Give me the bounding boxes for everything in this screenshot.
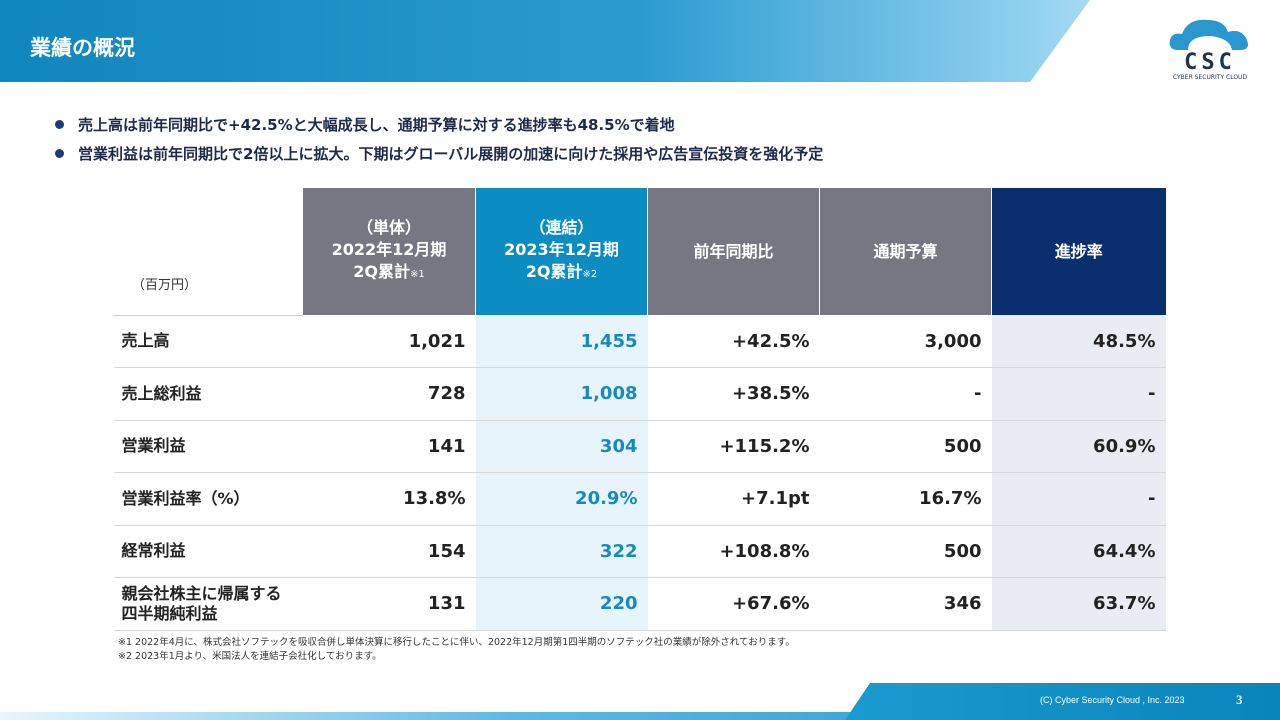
bullet-item: 売上高は前年同期比で+42.5%と大幅成長し、通期予算に対する進捗率も48.5%… <box>55 110 823 139</box>
footnote-2: ※2 2023年1月より、米国法人を連結子会社化しております。 <box>118 651 382 662</box>
header-2023: （連結） 2023年12月期 2Q累計※2 <box>475 188 648 315</box>
table-row: 営業利益率（%） 13.8% 20.9% +7.1pt 16.7% - <box>113 472 1166 526</box>
header-2022: （単体） 2022年12月期 2Q累計※1 <box>302 188 476 315</box>
cell-value: 346 <box>819 577 992 631</box>
cell-value: 60.9% <box>991 420 1166 473</box>
summary-bullets: 売上高は前年同期比で+42.5%と大幅成長し、通期予算に対する進捗率も48.5%… <box>55 110 823 168</box>
cell-value: 63.7% <box>991 577 1166 631</box>
row-label: 経常利益 <box>113 525 303 578</box>
cell-value: 20.9% <box>475 472 648 526</box>
header-progress: 進捗率 <box>991 188 1166 315</box>
header-yoy: 前年同期比 <box>647 188 820 315</box>
row-label: 売上総利益 <box>113 367 303 421</box>
bullet-item: 営業利益は前年同期比で2倍以上に拡大。下期はグローバル展開の加速に向けた採用や広… <box>55 139 823 168</box>
cell-value: 1,021 <box>302 315 476 368</box>
table-row: 営業利益 141 304 +115.2% 500 60.9% <box>113 420 1166 473</box>
cell-value: +67.6% <box>647 577 820 631</box>
copyright: (C) Cyber Security Cloud , Inc. 2023 <box>1040 695 1185 705</box>
cell-value: +42.5% <box>647 315 820 368</box>
cell-value: 64.4% <box>991 525 1166 578</box>
results-table: （百万円） （単体） 2022年12月期 2Q累計※1 （連結） 2023年12月期 2… <box>113 188 1166 631</box>
header-budget: 通期予算 <box>819 188 992 315</box>
cell-value: +38.5% <box>647 367 820 421</box>
table-row: 親会社株主に帰属する四半期純利益 131 220 +67.6% 346 63.7% <box>113 577 1166 631</box>
logo-subtitle: CYBER SECURITY CLOUD <box>1172 74 1248 81</box>
footnote-1: ※1 2022年4月に、株式会社ソフテックを吸収合併し単体決算に移行したことに伴… <box>118 637 795 648</box>
footer-stripe <box>0 712 1280 720</box>
cell-value: 322 <box>475 525 648 578</box>
page-title: 業績の概況 <box>30 36 135 60</box>
cell-value: 220 <box>475 577 648 631</box>
cell-value: 154 <box>302 525 476 578</box>
cell-value: 728 <box>302 367 476 421</box>
cell-value: - <box>819 367 992 421</box>
footer-box <box>845 683 1280 720</box>
unit-label: （百万円） <box>113 188 303 316</box>
cell-value: 304 <box>475 420 648 473</box>
row-label: 売上高 <box>113 315 303 368</box>
cell-value: 500 <box>819 525 992 578</box>
row-label: 営業利益率（%） <box>113 472 303 526</box>
cell-value: 1,008 <box>475 367 648 421</box>
logo-text: CSC <box>1184 50 1236 75</box>
cell-value: +115.2% <box>647 420 820 473</box>
cell-value: 13.8% <box>302 472 476 526</box>
cell-value: - <box>991 472 1166 526</box>
cell-value: 1,455 <box>475 315 648 368</box>
cell-value: +7.1pt <box>647 472 820 526</box>
table-row: 経常利益 154 322 +108.8% 500 64.4% <box>113 525 1166 578</box>
table-row: 売上総利益 728 1,008 +38.5% - - <box>113 367 1166 421</box>
cell-value: 48.5% <box>991 315 1166 368</box>
row-label: 親会社株主に帰属する四半期純利益 <box>113 577 303 631</box>
company-logo: CSC CYBER SECURITY CLOUD <box>1160 14 1260 82</box>
cloud-icon <box>1169 19 1248 50</box>
cell-value: 3,000 <box>819 315 992 368</box>
cell-value: 16.7% <box>819 472 992 526</box>
row-label: 営業利益 <box>113 420 303 473</box>
footnotes: ※1 2022年4月に、株式会社ソフテックを吸収合併し単体決算に移行したことに伴… <box>118 636 795 664</box>
cell-value: +108.8% <box>647 525 820 578</box>
cell-value: 131 <box>302 577 476 631</box>
cell-value: - <box>991 367 1166 421</box>
bullet-icon <box>55 149 64 158</box>
page-number: 3 <box>1236 692 1243 707</box>
cell-value: 141 <box>302 420 476 473</box>
cell-value: 500 <box>819 420 992 473</box>
table-row: 売上高 1,021 1,455 +42.5% 3,000 48.5% <box>113 315 1166 368</box>
bullet-icon <box>55 120 64 129</box>
